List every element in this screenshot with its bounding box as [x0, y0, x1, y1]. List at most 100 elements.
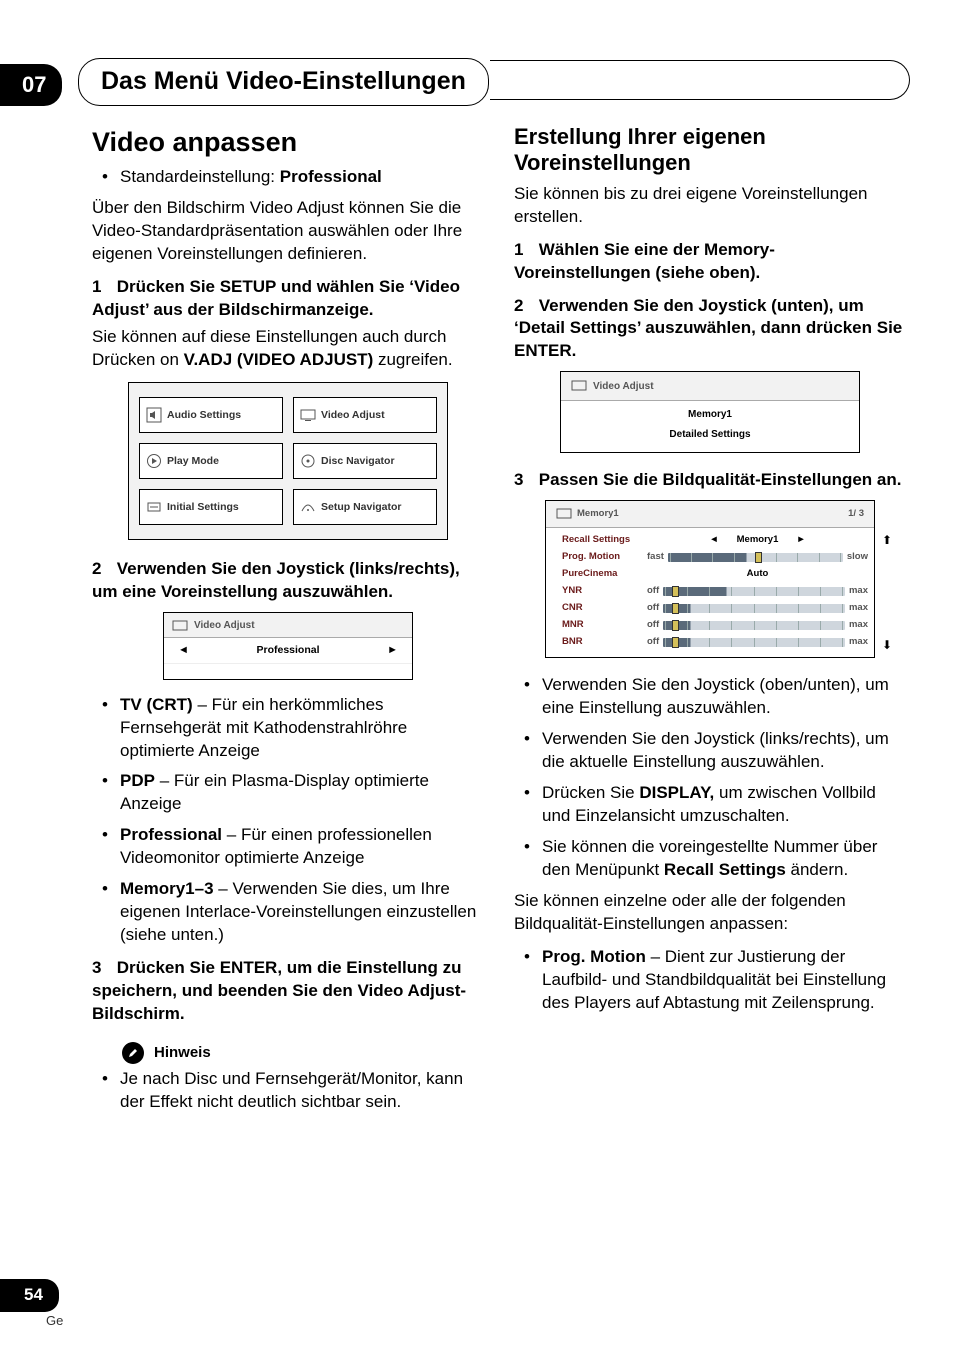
- left-column: Video anpassen Standardeinstellung: Prof…: [92, 124, 484, 1122]
- slider-track[interactable]: [668, 553, 843, 562]
- step-title: Drücken Sie SETUP und wählen Sie ‘Video …: [92, 277, 460, 319]
- step-number: 2: [514, 295, 534, 318]
- slider-knob[interactable]: [755, 552, 762, 563]
- arrow-right-icon[interactable]: ►: [796, 534, 805, 547]
- header-divider: [490, 60, 910, 100]
- speaker-icon: [146, 407, 162, 423]
- table-body: ⬆ ⬇ Recall Settings◄Memory1►Prog. Motion…: [546, 527, 874, 657]
- row-label: CNR: [552, 602, 647, 615]
- arrow-left-icon[interactable]: ◄: [709, 534, 718, 547]
- arrow-left-icon[interactable]: ◄: [178, 643, 189, 658]
- note-text: Je nach Disc und Fernsehgerät/Monitor, k…: [120, 1068, 484, 1114]
- opt-name: Memory1–3: [120, 879, 214, 898]
- text: ändern.: [786, 860, 848, 879]
- slider-min-label: off: [647, 585, 659, 598]
- recall-settings-label: Recall Settings: [664, 860, 786, 879]
- slider-knob[interactable]: [672, 603, 679, 614]
- step-title: Verwenden Sie den Joystick (links/rechts…: [92, 559, 460, 601]
- menu-initial-settings[interactable]: Initial Settings: [139, 489, 283, 525]
- menu-video-adjust[interactable]: Video Adjust: [293, 397, 437, 433]
- default-value: Professional: [280, 167, 382, 186]
- slider-control[interactable]: offmax: [647, 619, 868, 632]
- menu-setup-navigator[interactable]: Setup Navigator: [293, 489, 437, 525]
- vadj-label: V.ADJ (VIDEO ADJUST): [184, 350, 374, 369]
- settings-icon: [146, 499, 162, 515]
- step-title: Verwenden Sie den Joystick (unten), um ‘…: [514, 296, 902, 361]
- section-heading: Video anpassen: [92, 124, 484, 160]
- slider-min-label: off: [647, 602, 659, 615]
- table-header: Memory1 1/ 3: [546, 501, 874, 527]
- table-row[interactable]: YNRoffmax: [552, 583, 868, 600]
- slider-min-label: fast: [647, 551, 664, 564]
- menu-play-mode[interactable]: Play Mode: [139, 443, 283, 479]
- step-title: Passen Sie die Bildqualität-Einstellunge…: [539, 470, 902, 489]
- recall-selector[interactable]: ◄ Memory1 ►: [647, 534, 868, 547]
- detailed-settings-link[interactable]: Detailed Settings: [561, 425, 859, 445]
- table-row[interactable]: CNRoffmax: [552, 600, 868, 617]
- label: Disc Navigator: [321, 454, 395, 468]
- slider-track[interactable]: [663, 587, 845, 596]
- opt-name: PDP: [120, 771, 155, 790]
- video-adjust-memory-panel: Video Adjust Memory1 Detailed Settings: [560, 371, 860, 453]
- memory-name: Memory1: [561, 405, 859, 425]
- opt-name: Professional: [120, 825, 222, 844]
- table-row[interactable]: PureCinemaAuto: [552, 566, 868, 583]
- slider-max-label: max: [849, 619, 868, 632]
- page-number: 54: [0, 1279, 59, 1312]
- table-row[interactable]: BNRoffmax: [552, 634, 868, 651]
- label: Audio Settings: [167, 408, 241, 422]
- slider-control[interactable]: offmax: [647, 602, 868, 615]
- slider-track[interactable]: [663, 621, 845, 630]
- step-1: 1 Drücken Sie SETUP und wählen Sie ‘Vide…: [92, 276, 484, 322]
- table-row[interactable]: Recall Settings◄Memory1►: [552, 532, 868, 549]
- scroll-arrows: ⬆ ⬇: [882, 532, 892, 653]
- arrow-down-icon[interactable]: ⬇: [882, 637, 892, 653]
- step-number: 3: [92, 957, 112, 980]
- slider-knob[interactable]: [672, 586, 679, 597]
- note-icon: [122, 1042, 144, 1064]
- navigator-icon: [300, 499, 316, 515]
- slider-max-label: max: [849, 636, 868, 649]
- menu-audio-settings[interactable]: Audio Settings: [139, 397, 283, 433]
- intro-text: Sie können bis zu drei eigene Voreinstel…: [514, 183, 906, 229]
- tip-recall: Sie können die voreingestellte Nummer üb…: [542, 836, 906, 882]
- table-title: Memory1: [577, 508, 619, 521]
- row-label: BNR: [552, 636, 647, 649]
- arrow-right-icon[interactable]: ►: [387, 643, 398, 658]
- row-label: MNR: [552, 619, 647, 632]
- opt-pdp: PDP – Für ein Plasma-Display optimierte …: [120, 770, 484, 816]
- table-row[interactable]: MNRoffmax: [552, 617, 868, 634]
- right-column: Erstellung Ihrer eigenen Voreinstellunge…: [514, 124, 906, 1122]
- step-title: Wählen Sie eine der Memory-Voreinstellun…: [514, 240, 775, 282]
- row-label: Prog. Motion: [552, 551, 647, 564]
- page-indicator: 1/ 3: [848, 508, 864, 521]
- default-label: Standardeinstellung:: [120, 167, 280, 186]
- slider-knob[interactable]: [672, 620, 679, 631]
- r-step-1: 1 Wählen Sie eine der Memory-Voreinstell…: [514, 239, 906, 285]
- value: Memory1: [737, 534, 779, 547]
- menu-disc-navigator[interactable]: Disc Navigator: [293, 443, 437, 479]
- label: Video Adjust: [321, 408, 385, 422]
- default-setting: Standardeinstellung: Professional: [120, 166, 484, 189]
- slider-control[interactable]: fastslow: [647, 551, 868, 564]
- monitor-icon: [300, 407, 316, 423]
- slider-knob[interactable]: [672, 637, 679, 648]
- r-step-2: 2 Verwenden Sie den Joystick (unten), um…: [514, 295, 906, 364]
- arrow-up-icon[interactable]: ⬆: [882, 532, 892, 548]
- monitor-icon: [571, 378, 587, 394]
- slider-control[interactable]: offmax: [647, 585, 868, 598]
- preset-value: Professional: [256, 643, 319, 657]
- panel-title: Video Adjust: [561, 372, 859, 400]
- note-header: Hinweis: [122, 1042, 484, 1064]
- slider-track[interactable]: [663, 638, 845, 647]
- slider-control[interactable]: offmax: [647, 636, 868, 649]
- preset-selector[interactable]: ◄ Professional ►: [164, 637, 412, 663]
- row-label: YNR: [552, 585, 647, 598]
- slider-track[interactable]: [663, 604, 845, 613]
- note-label: Hinweis: [154, 1043, 211, 1063]
- label: Initial Settings: [167, 500, 239, 514]
- table-row[interactable]: Prog. Motionfastslow: [552, 549, 868, 566]
- step-2: 2 Verwenden Sie den Joystick (links/rech…: [92, 558, 484, 604]
- intro-text: Über den Bildschirm Video Adjust können …: [92, 197, 484, 266]
- page-lang: Ge: [46, 1312, 63, 1330]
